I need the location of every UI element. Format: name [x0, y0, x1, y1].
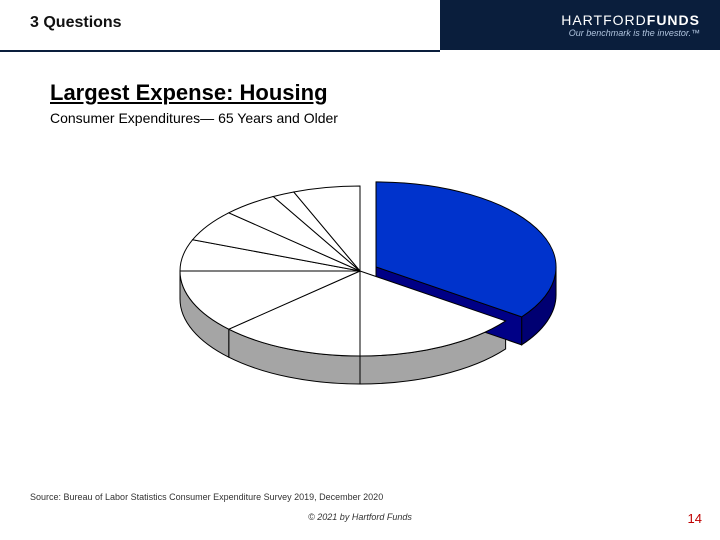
brand-tagline: Our benchmark is the investor.™ — [569, 28, 700, 38]
copyright-text: © 2021 by Hartford Funds — [0, 512, 720, 522]
brand-block: HARTFORDFUNDS Our benchmark is the inves… — [440, 0, 720, 50]
header-bar: 3 Questions HARTFORDFUNDS Our benchmark … — [0, 0, 720, 50]
source-text: Source: Bureau of Labor Statistics Consu… — [30, 492, 383, 502]
page-subtitle: Consumer Expenditures— 65 Years and Olde… — [50, 110, 670, 126]
page-number: 14 — [688, 511, 702, 526]
page-title: Largest Expense: Housing — [50, 80, 670, 106]
content-region: Largest Expense: Housing Consumer Expend… — [0, 50, 720, 426]
pie-chart-svg — [150, 146, 570, 426]
brand-prefix: HARTFORD — [561, 12, 647, 28]
section-label: 3 Questions — [30, 14, 122, 32]
header-divider — [0, 50, 440, 52]
brand-logo-text: HARTFORDFUNDS — [561, 12, 700, 28]
pie-chart — [150, 146, 570, 426]
brand-suffix: FUNDS — [647, 12, 700, 28]
